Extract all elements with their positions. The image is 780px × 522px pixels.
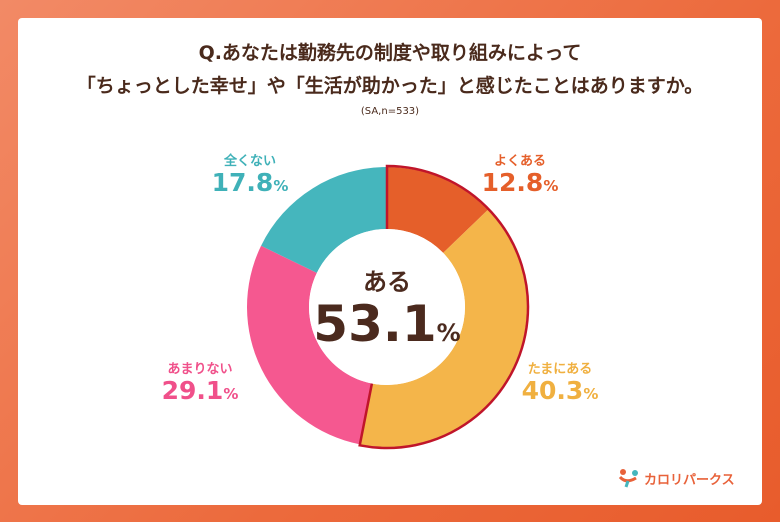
slice-value: 17.8: [211, 168, 274, 197]
brand-logo: カロリパークス: [618, 468, 735, 488]
label-slice-3: 全くない 17.8%: [190, 150, 310, 200]
slice-name: たまにある: [527, 362, 593, 377]
center-unit: %: [436, 319, 461, 347]
highlight-outline: [358, 164, 530, 450]
label-slice-1: たまにある 40.3%: [500, 358, 620, 408]
slice-name: あまりない: [167, 362, 233, 377]
label-slice-2: あまりない 29.1%: [140, 358, 260, 408]
center-summary: ある 53.1%: [307, 262, 467, 360]
logo-figure-icon: [618, 469, 638, 488]
chart-title-line2: 「ちょっとした幸せ」や「生活が助かった」と感じたことはありますか。: [76, 75, 704, 97]
donut-slice-3: [261, 167, 387, 273]
donut-slice-0: [387, 167, 488, 253]
slice-name: よくある: [493, 154, 546, 169]
slice-value: 29.1: [161, 376, 224, 405]
label-slice-0: よくある 12.8%: [460, 150, 580, 200]
center-label: ある: [363, 268, 411, 296]
donut-hole: [309, 229, 465, 385]
center-value: 53.1: [313, 295, 437, 353]
slice-value: 12.8: [481, 168, 544, 197]
logo-text: カロリパークス: [644, 472, 735, 488]
chart-title-line1: Q.あなたは勤務先の制度や取り組みによって: [198, 42, 582, 64]
slice-value: 40.3: [521, 376, 584, 405]
donut-slice-1: [359, 209, 527, 447]
sample-note: (SA,n=533): [360, 106, 420, 117]
slice-name: 全くない: [223, 154, 276, 169]
donut-slice-2: [246, 245, 372, 445]
